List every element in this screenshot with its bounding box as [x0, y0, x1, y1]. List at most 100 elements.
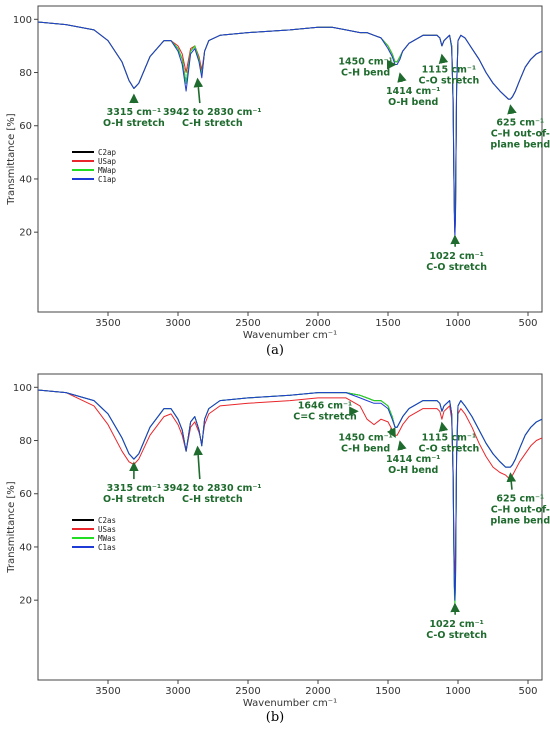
annotation-arrow: [193, 77, 204, 104]
annotation-label: O-H stretch: [103, 494, 165, 505]
annotation-arrow: [507, 104, 517, 115]
annotation-label: C-H stretch: [182, 494, 243, 505]
y-tick-label: 20: [19, 228, 32, 239]
x-tick-label: 500: [518, 686, 537, 697]
y-axis-title: Transmittance [%]: [6, 113, 17, 205]
legend-label-USas: USas: [98, 525, 116, 534]
series-line-C1as: [37, 389, 543, 601]
series-line-C1ap: [37, 21, 543, 238]
annotation-label: 1646 cm⁻¹: [298, 401, 352, 412]
annotation-label: 625 cm⁻¹: [496, 494, 544, 505]
y-tick-label: 100: [13, 15, 32, 26]
annotation-6: 625 cm⁻¹C–H out-of-plane bend: [490, 472, 550, 527]
x-tick-label: 2000: [305, 318, 330, 329]
annotation-1: 3942 to 2830 cm⁻¹C-H stretch: [163, 77, 262, 129]
annotation-7: 1022 cm⁻¹C-O stretch: [426, 602, 487, 641]
annotation-label: C–H out-of-: [491, 505, 550, 516]
x-tick-label: 3000: [165, 686, 190, 697]
annotation-label: C-H bend: [341, 68, 390, 79]
annotation-label: 1022 cm⁻¹: [429, 619, 483, 630]
x-tick-label: 1000: [445, 318, 470, 329]
x-tick-label: 2000: [305, 686, 330, 697]
annotation-3: 1115 cm⁻¹C-O stretch: [419, 421, 480, 455]
x-tick-label: 1500: [375, 318, 400, 329]
annotation-label: C-O stretch: [419, 76, 480, 87]
annotation-2: 1450 cm⁻¹C-H bend: [338, 57, 397, 79]
annotation-label: O-H bend: [388, 465, 438, 476]
legend-label-MWap: MWap: [98, 166, 117, 175]
annotation-label: 1115 cm⁻¹: [422, 65, 476, 76]
x-tick-label: 2500: [235, 686, 260, 697]
y-tick-label: 80: [19, 68, 32, 79]
x-tick-label: 3500: [95, 318, 120, 329]
legend-label-C1ap: C1ap: [98, 175, 117, 184]
annotation-label: C-O stretch: [419, 444, 480, 455]
annotation-1: 1450 cm⁻¹C-H bend: [338, 427, 396, 455]
annotation-0: 1646 cm⁻¹C=C stretch: [293, 401, 359, 423]
annotation-arrow: [506, 472, 517, 490]
annotation-label: C-H stretch: [182, 118, 243, 129]
panel-label-a: (a): [266, 343, 284, 358]
plot-frame: [37, 373, 543, 681]
legend-label-USap: USap: [98, 157, 117, 166]
annotation-label: 1450 cm⁻¹: [338, 433, 392, 444]
annotation-arrow: [438, 421, 449, 433]
annotation-label: C-O stretch: [426, 630, 487, 641]
y-tick-label: 60: [19, 121, 32, 132]
legend-label-C2ap: C2ap: [98, 148, 117, 157]
x-tick-label: 3000: [165, 318, 190, 329]
annotation-label: 3315 cm⁻¹: [107, 107, 161, 118]
annotation-label: O-H stretch: [103, 118, 165, 129]
x-axis-title: Wavenumber cm⁻¹: [243, 698, 337, 708]
annotation-arrow: [397, 440, 407, 451]
ftir-chart-b: 20 40 60 80 100 3500 3000 2500 2000 1500 1000 500 Wa…: [6, 373, 550, 708]
x-tick-label: 500: [518, 318, 537, 329]
figure-panel-b: 20 40 60 80 100 3500 3000 2500 2000 1500 1000 500 Wa…: [0, 368, 550, 735]
plot-frame: [37, 5, 543, 313]
annotation-label: C–H out-of-: [491, 129, 550, 140]
annotation-label: 1115 cm⁻¹: [422, 433, 476, 444]
legend-label-C1as: C1as: [98, 543, 116, 552]
x-tick-label: 1000: [445, 686, 470, 697]
annotation-4: 1115 cm⁻¹C-O stretch: [419, 53, 480, 87]
annotation-label: 1022 cm⁻¹: [429, 251, 483, 262]
annotation-label: 1450 cm⁻¹: [338, 57, 392, 68]
panel-label-b: (b): [265, 710, 285, 725]
annotation-2: 1414 cm⁻¹O-H bend: [386, 440, 440, 476]
annotation-label: C-H bend: [341, 444, 390, 455]
y-tick-label: 20: [19, 596, 32, 607]
annotation-label: C=C stretch: [293, 412, 357, 423]
y-tick-label: 60: [19, 489, 32, 500]
annotation-label: 1414 cm⁻¹: [386, 454, 440, 465]
annotation-label: O-H bend: [388, 97, 438, 108]
y-tick-label: 40: [19, 542, 32, 553]
ftir-chart-a: 20 40 60 80 100 3500 3000 2500 2000 1500 1000 500 Wa…: [6, 5, 550, 340]
annotation-5: 625 cm⁻¹C–H out-of-plane bend: [490, 104, 550, 151]
annotation-3: 1414 cm⁻¹O-H bend: [386, 72, 440, 108]
annotation-label: 1414 cm⁻¹: [386, 86, 440, 97]
annotation-label: plane bend: [490, 516, 550, 527]
annotation-arrow: [193, 445, 203, 480]
x-axis-title: Wavenumber cm⁻¹: [243, 330, 337, 340]
y-axis-title: Transmittance [%]: [6, 481, 17, 573]
annotation-label: 3315 cm⁻¹: [107, 483, 161, 494]
series-line-USas: [37, 389, 543, 575]
annotation-4: 3315 cm⁻¹O-H stretch: [103, 461, 165, 505]
legend-label-C2as: C2as: [98, 516, 116, 525]
annotation-0: 3315 cm⁻¹O-H stretch: [103, 93, 165, 129]
x-tick-label: 1500: [375, 686, 400, 697]
annotation-label: 3942 to 2830 cm⁻¹: [163, 483, 262, 494]
x-tick-label: 3500: [95, 686, 120, 697]
annotation-5: 3942 to 2830 cm⁻¹C-H stretch: [163, 445, 262, 505]
y-tick-label: 100: [13, 383, 32, 394]
annotation-label: 625 cm⁻¹: [496, 118, 544, 129]
annotation-label: 3942 to 2830 cm⁻¹: [163, 107, 262, 118]
annotation-6: 1022 cm⁻¹C-O stretch: [426, 234, 487, 273]
figure-panel-a: 20 40 60 80 100 3500 3000 2500 2000 1500 1000 500 Wa…: [0, 0, 550, 365]
legend-label-MWas: MWas: [98, 534, 116, 543]
x-tick-label: 2500: [235, 318, 260, 329]
y-tick-label: 40: [19, 174, 32, 185]
y-tick-label: 80: [19, 436, 32, 447]
annotation-label: plane bend: [490, 140, 550, 151]
annotation-arrow: [438, 53, 449, 65]
